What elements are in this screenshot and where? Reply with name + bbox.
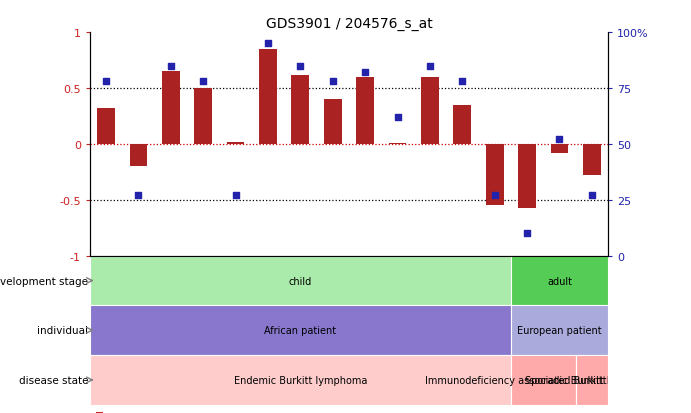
Point — [554, 137, 565, 143]
Bar — [388, 143, 406, 145]
Bar — [518, 145, 536, 208]
Text: Sporadic Burkitt lymphoma: Sporadic Burkitt lymphoma — [525, 375, 659, 385]
Bar — [551, 145, 569, 154]
Point — [328, 79, 339, 85]
Bar — [194, 89, 212, 145]
Text: adult: adult — [547, 276, 572, 286]
Bar — [511, 355, 576, 405]
Bar — [162, 72, 180, 145]
Point — [522, 230, 533, 237]
Point — [424, 63, 435, 70]
Point — [489, 192, 500, 199]
Bar — [129, 145, 147, 167]
Bar — [421, 78, 439, 145]
Point — [457, 79, 468, 85]
Text: child: child — [289, 276, 312, 286]
Bar — [227, 142, 245, 145]
Point — [392, 114, 403, 121]
Bar — [97, 109, 115, 145]
Point — [165, 63, 176, 70]
Bar — [90, 355, 511, 405]
Bar — [292, 76, 310, 145]
Text: Immunodeficiency associated Burkitt lymphoma: Immunodeficiency associated Burkitt lymp… — [425, 375, 661, 385]
Text: individual: individual — [37, 325, 88, 335]
Bar — [511, 306, 608, 355]
Bar — [96, 412, 104, 413]
Bar — [583, 145, 600, 176]
Text: African patient: African patient — [264, 325, 337, 335]
Bar — [486, 145, 504, 206]
Point — [230, 192, 241, 199]
Point — [587, 192, 598, 199]
Bar — [511, 256, 608, 306]
Bar — [259, 50, 277, 145]
Text: disease state: disease state — [19, 375, 88, 385]
Text: transformed count: transformed count — [108, 412, 205, 413]
Title: GDS3901 / 204576_s_at: GDS3901 / 204576_s_at — [265, 17, 433, 31]
Bar — [576, 355, 608, 405]
Bar — [453, 106, 471, 145]
Text: European patient: European patient — [517, 325, 602, 335]
Point — [359, 70, 370, 76]
Point — [295, 63, 306, 70]
Point — [263, 41, 274, 47]
Bar — [324, 100, 341, 145]
Point — [100, 79, 111, 85]
Bar — [90, 256, 511, 306]
Bar — [357, 78, 374, 145]
Bar — [90, 306, 511, 355]
Point — [133, 192, 144, 199]
Point — [198, 79, 209, 85]
Text: Endemic Burkitt lymphoma: Endemic Burkitt lymphoma — [234, 375, 367, 385]
Text: development stage: development stage — [0, 276, 88, 286]
